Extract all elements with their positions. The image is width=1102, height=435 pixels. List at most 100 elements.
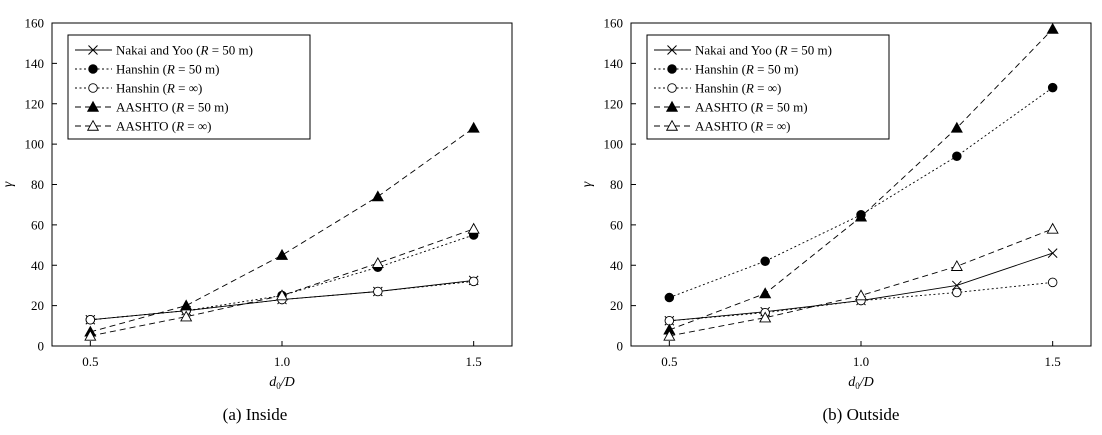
chart-caption: (b) Outside bbox=[823, 405, 900, 424]
data-point bbox=[1046, 22, 1059, 34]
y-tick-label: 20 bbox=[610, 298, 623, 313]
data-point bbox=[952, 151, 962, 161]
y-tick-label: 100 bbox=[604, 137, 624, 152]
legend-label: Hanshin (R = 50 m) bbox=[116, 62, 219, 77]
legend-marker bbox=[86, 100, 100, 112]
data-point bbox=[84, 329, 97, 341]
data-point bbox=[950, 260, 963, 271]
y-tick-label: 100 bbox=[25, 137, 45, 152]
data-point bbox=[854, 289, 868, 301]
data-point bbox=[373, 286, 383, 297]
legend-label: AASHTO (R = ∞) bbox=[116, 119, 211, 134]
series-2 bbox=[85, 230, 479, 325]
data-point bbox=[371, 190, 384, 202]
legend-label: Nakai and Yoo (R = 50 m) bbox=[116, 43, 253, 58]
x-tick-label: 1.5 bbox=[466, 354, 482, 369]
legend: Nakai and Yoo (R = 50 m) Hanshin (R = 50 … bbox=[67, 34, 311, 140]
legend-label: Nakai and Yoo (R = 50 m) bbox=[695, 43, 832, 58]
y-tick-label: 120 bbox=[25, 96, 45, 111]
chart-panel-1: 0 20 40 60 80 100 120 140 160 0.5 1.0 1.5 γ d0/D Nakai… bbox=[1, 16, 513, 424]
series-3 bbox=[85, 276, 479, 325]
y-tick-label: 80 bbox=[31, 177, 44, 192]
series-line bbox=[90, 280, 474, 321]
y-tick-label: 20 bbox=[31, 298, 44, 313]
legend-label: Hanshin (R = 50 m) bbox=[695, 62, 798, 77]
data-point bbox=[1047, 277, 1058, 288]
series-line bbox=[669, 252, 1053, 322]
legend-marker bbox=[665, 100, 679, 112]
series-line bbox=[90, 228, 474, 337]
legend-marker bbox=[88, 64, 98, 74]
legend-label: AASHTO (R = 50 m) bbox=[695, 100, 808, 115]
y-tick-label: 40 bbox=[610, 258, 623, 273]
y-axis-label: γ bbox=[1, 181, 16, 187]
y-tick-label: 80 bbox=[610, 177, 623, 192]
legend-label: Hanshin (R = ∞) bbox=[116, 81, 202, 96]
data-point bbox=[275, 248, 289, 260]
data-point bbox=[950, 121, 963, 133]
y-tick-label: 160 bbox=[25, 16, 45, 31]
y-axis-label: γ bbox=[580, 181, 595, 187]
series-1 bbox=[664, 248, 1058, 326]
legend-marker bbox=[667, 45, 677, 55]
y-tick-label: 140 bbox=[25, 56, 45, 71]
series-5 bbox=[663, 222, 1059, 341]
data-point bbox=[1047, 82, 1058, 93]
data-point bbox=[759, 287, 772, 299]
x-axis-label: d0/D bbox=[269, 375, 295, 391]
legend-marker bbox=[667, 64, 677, 74]
data-point bbox=[275, 289, 289, 301]
series-5 bbox=[84, 222, 480, 341]
data-point bbox=[663, 329, 676, 341]
y-tick-label: 140 bbox=[604, 56, 624, 71]
x-tick-label: 0.5 bbox=[82, 354, 98, 369]
series-line bbox=[669, 281, 1053, 322]
x-tick-label: 1.0 bbox=[274, 354, 290, 369]
x-tick-label: 1.0 bbox=[853, 354, 869, 369]
y-tick-label: 120 bbox=[604, 96, 624, 111]
legend-label: Hanshin (R = ∞) bbox=[695, 81, 781, 96]
series-3 bbox=[664, 277, 1058, 326]
x-tick-label: 0.5 bbox=[661, 354, 677, 369]
legend-marker bbox=[88, 83, 98, 93]
chart-caption: (a) Inside bbox=[223, 405, 288, 424]
data-point bbox=[468, 276, 479, 287]
data-point bbox=[180, 299, 193, 311]
series-line bbox=[90, 234, 474, 321]
data-point bbox=[180, 310, 193, 322]
y-tick-label: 40 bbox=[31, 258, 44, 273]
data-point bbox=[467, 121, 480, 133]
y-tick-label: 160 bbox=[604, 16, 624, 31]
y-tick-label: 60 bbox=[610, 217, 623, 232]
data-point bbox=[759, 311, 772, 323]
data-point bbox=[854, 210, 868, 222]
series-4 bbox=[663, 22, 1059, 335]
y-tick-label: 0 bbox=[38, 339, 45, 354]
data-point bbox=[951, 280, 962, 291]
data-point bbox=[467, 222, 480, 234]
data-point bbox=[760, 256, 770, 266]
legend-label: AASHTO (R = 50 m) bbox=[116, 100, 229, 115]
series-line bbox=[669, 87, 1053, 299]
y-tick-label: 60 bbox=[31, 217, 44, 232]
x-axis-label: d0/D bbox=[848, 375, 874, 391]
series-line bbox=[669, 228, 1053, 337]
data-point bbox=[1047, 248, 1058, 258]
y-tick-label: 0 bbox=[617, 339, 624, 354]
data-point bbox=[952, 287, 962, 298]
legend-marker bbox=[86, 119, 100, 131]
legend-box bbox=[67, 34, 311, 140]
legend-marker bbox=[667, 83, 677, 93]
data-point bbox=[85, 315, 96, 325]
chart-panel-2: 0 20 40 60 80 100 120 140 160 0.5 1.0 1.5 γ d0/D Nakai… bbox=[580, 16, 1092, 424]
legend: Nakai and Yoo (R = 50 m) Hanshin (R = 50 … bbox=[646, 34, 890, 140]
legend-box bbox=[646, 34, 890, 140]
x-tick-label: 1.5 bbox=[1045, 354, 1061, 369]
data-point bbox=[371, 257, 384, 268]
data-point bbox=[1046, 222, 1059, 234]
legend-label: AASHTO (R = ∞) bbox=[695, 119, 790, 134]
legend-marker bbox=[88, 45, 98, 55]
data-point bbox=[664, 292, 675, 303]
legend-marker bbox=[665, 119, 679, 131]
